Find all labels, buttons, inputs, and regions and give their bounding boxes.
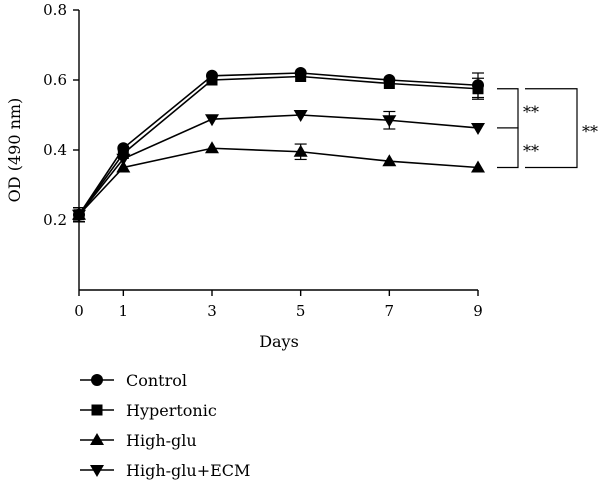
data-point — [205, 114, 219, 127]
legend-item-hypertonic: Hypertonic — [80, 401, 217, 420]
series-line — [78, 114, 479, 216]
series-line — [78, 75, 479, 216]
bracket-line — [497, 88, 519, 129]
significance-label: ** — [523, 102, 539, 121]
x-tick-label: 7 — [385, 302, 395, 320]
series-line — [78, 72, 479, 216]
legend-label: High-glu — [126, 431, 197, 450]
x-tick-label: 1 — [119, 302, 129, 320]
data-point — [293, 144, 308, 157]
significance-bracket: ** — [525, 88, 598, 169]
legend-item-control: Control — [80, 371, 187, 390]
y-tick-label: 0.2 — [43, 211, 67, 229]
legend-marker — [91, 374, 103, 386]
series-line — [78, 147, 479, 216]
legend-label: High-glu+ECM — [126, 461, 250, 480]
data-point — [117, 148, 129, 159]
series-high-glu-ecm — [72, 110, 485, 223]
x-tick-label: 3 — [207, 302, 217, 320]
data-point — [116, 160, 131, 173]
data-point — [206, 74, 218, 86]
y-tick-label: 0.8 — [43, 1, 67, 19]
x-tick-label: 5 — [296, 302, 306, 320]
data-point — [472, 83, 484, 95]
y-axis-title: OD (490 nm) — [5, 98, 24, 203]
y-tick-label: 0.6 — [43, 71, 67, 89]
legend-item-high-glu: High-glu — [80, 431, 197, 450]
data-point — [72, 209, 86, 222]
data-point — [295, 71, 307, 82]
bracket-line — [497, 127, 519, 169]
legend-label: Hypertonic — [126, 401, 217, 420]
axis-ticks: 0.2 0.4 0.6 0.8 0 1 3 5 7 9 — [43, 1, 483, 320]
legend-marker — [90, 465, 104, 477]
significance-bracket: ** — [497, 88, 539, 129]
data-point — [382, 115, 397, 128]
bracket-line — [525, 88, 578, 169]
y-tick-label: 0.4 — [43, 141, 67, 159]
legend-item-high-glu-ecm: High-glu+ECM — [80, 461, 250, 480]
legend: Control Hypertonic High-glu High-glu+ECM — [80, 371, 250, 480]
significance-bracket: ** — [497, 127, 539, 169]
legend-marker — [90, 433, 104, 445]
series-hypertonic — [73, 71, 484, 223]
x-axis-title: Days — [259, 332, 299, 351]
data-point — [471, 122, 485, 135]
significance-brackets: ** ** ** — [497, 88, 598, 169]
axes — [78, 10, 478, 291]
series-group — [72, 67, 485, 223]
significance-label: ** — [523, 142, 539, 161]
data-point — [205, 141, 219, 154]
data-point — [293, 110, 308, 122]
legend-label: Control — [126, 371, 187, 390]
data-point — [471, 160, 485, 173]
x-tick-label: 9 — [473, 302, 483, 320]
legend-marker — [91, 404, 103, 416]
data-point — [383, 78, 395, 89]
data-point — [116, 153, 131, 166]
data-point — [382, 154, 397, 167]
significance-label: ** — [582, 122, 598, 141]
x-tick-label: 0 — [74, 302, 84, 320]
